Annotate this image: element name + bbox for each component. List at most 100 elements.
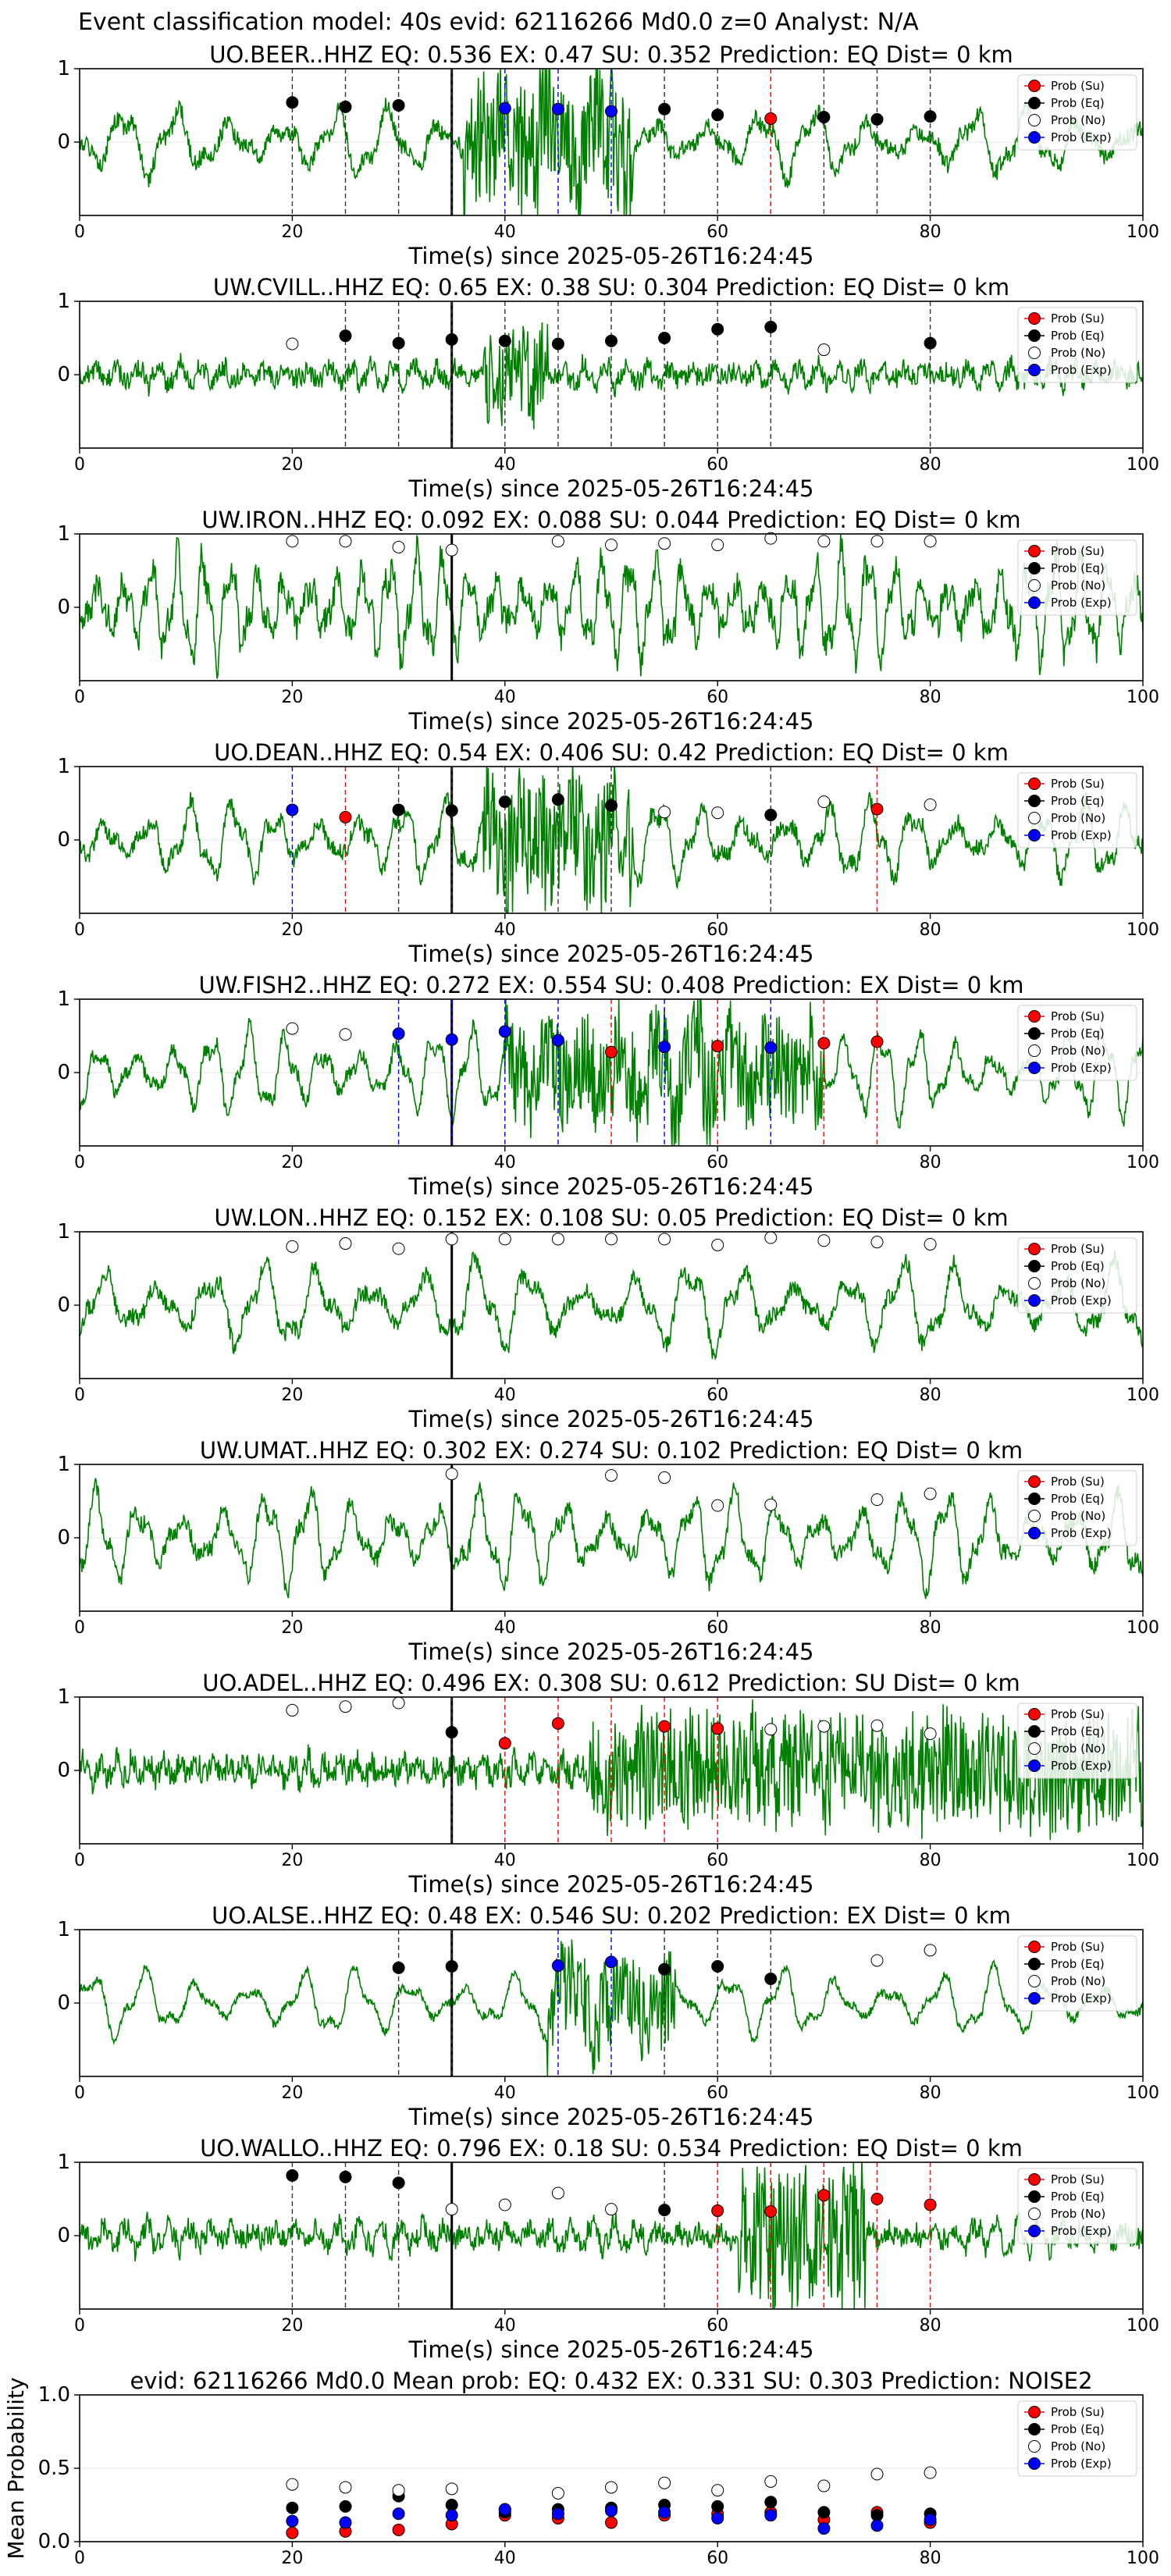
legend-label-exp: Prob (Exp) xyxy=(1051,1293,1112,1308)
x-tick-label: 60 xyxy=(707,2083,728,2103)
prob-marker-no xyxy=(764,1498,778,1511)
x-tick-label: 100 xyxy=(1127,1386,1159,1405)
prob-marker-eq xyxy=(605,799,618,812)
waveform-trace xyxy=(80,767,1143,913)
legend-marker-eq xyxy=(1028,1958,1041,1970)
prob-marker-no xyxy=(605,539,618,552)
prob-marker-no xyxy=(445,543,458,557)
legend-label-su: Prob (Su) xyxy=(1051,777,1105,791)
y-tick-label: 1 xyxy=(57,2151,70,2174)
x-tick-label: 20 xyxy=(281,2549,303,2568)
legend-label-exp: Prob (Exp) xyxy=(1051,596,1112,610)
legend-marker-exp xyxy=(1028,364,1041,376)
x-tick-label: 20 xyxy=(281,1851,303,1870)
x-tick-label: 0 xyxy=(74,1618,85,1638)
prob-marker-no xyxy=(551,2186,564,2200)
legend-marker-su xyxy=(1028,2406,1041,2418)
legend-label-su: Prob (Su) xyxy=(1051,1940,1105,1954)
x-tick-label: 80 xyxy=(920,920,941,940)
prob-marker-no xyxy=(817,343,831,357)
x-tick-label: 100 xyxy=(1127,1618,1159,1638)
x-tick-label: 80 xyxy=(920,2083,941,2103)
legend-label-eq: Prob (Eq) xyxy=(1051,1492,1105,1506)
y-tick-label: 1 xyxy=(57,522,70,546)
x-tick-label: 100 xyxy=(1127,920,1159,940)
prob-marker-su xyxy=(658,1720,671,1733)
prob-marker-su xyxy=(817,2189,831,2202)
prob-marker-no xyxy=(924,1487,937,1500)
prob-marker-no xyxy=(339,535,352,548)
x-axis-label: Time(s) since 2025-05-26T16:24:45 xyxy=(408,1406,814,1432)
mean-marker-exp xyxy=(445,2509,458,2522)
legend-label-exp: Prob (Exp) xyxy=(1051,2457,1112,2471)
x-tick-label: 40 xyxy=(494,222,516,242)
legend-box xyxy=(1017,74,1137,151)
prob-marker-eq xyxy=(498,334,511,347)
legend-label-eq: Prob (Eq) xyxy=(1051,329,1105,343)
prob-marker-exp xyxy=(392,1027,405,1041)
legend-label-eq: Prob (Eq) xyxy=(1051,96,1105,110)
legend-marker-eq xyxy=(1028,562,1041,575)
prob-marker-su xyxy=(764,2204,778,2218)
panel-10: UO.WALLO..HHZ EQ: 0.796 EX: 0.18 SU: 0.5… xyxy=(57,2135,1159,2363)
mean-marker-eq xyxy=(286,2501,299,2514)
x-tick-label: 20 xyxy=(281,688,303,707)
legend-marker-exp xyxy=(1028,1759,1041,1772)
y-tick-label: 0.0 xyxy=(38,2530,70,2553)
legend-marker-no xyxy=(1028,114,1041,126)
legend-marker-eq xyxy=(1028,1260,1041,1272)
prob-marker-eq xyxy=(551,793,564,806)
legend-marker-su xyxy=(1028,80,1041,92)
y-tick-label: 0 xyxy=(57,828,70,852)
legend-marker-no xyxy=(1028,2440,1041,2453)
x-tick-label: 60 xyxy=(707,2316,728,2336)
mean-marker-no xyxy=(711,2484,724,2497)
legend-marker-no xyxy=(1028,1975,1041,1987)
legend-marker-no xyxy=(1028,1742,1041,1755)
panel-1: UO.BEER..HHZ EQ: 0.536 EX: 0.47 SU: 0.35… xyxy=(57,41,1159,269)
panel-6: UW.LON..HHZ EQ: 0.152 EX: 0.108 SU: 0.05… xyxy=(57,1204,1159,1432)
x-tick-label: 40 xyxy=(494,1618,516,1638)
legend-label-no: Prob (No) xyxy=(1051,113,1105,127)
prob-marker-eq xyxy=(711,1960,724,1973)
mean-marker-no xyxy=(286,2478,299,2491)
legend-marker-no xyxy=(1028,579,1041,592)
prob-marker-su xyxy=(498,1737,511,1750)
y-tick-label: 1 xyxy=(57,1685,70,1709)
mean-marker-no xyxy=(764,2475,778,2488)
x-tick-label: 0 xyxy=(74,2083,85,2103)
x-tick-label: 80 xyxy=(920,2549,941,2568)
prob-marker-eq xyxy=(286,2169,299,2182)
y-tick-label: 1 xyxy=(57,290,70,313)
mean-marker-exp xyxy=(870,2519,884,2532)
mean-marker-no xyxy=(392,2484,405,2497)
y-axis-label: Mean Probability xyxy=(3,2377,29,2559)
prob-marker-no xyxy=(711,1499,724,1512)
prob-marker-no xyxy=(445,2203,458,2216)
prob-marker-eq xyxy=(392,803,405,817)
legend-label-no: Prob (No) xyxy=(1051,1044,1105,1058)
prob-marker-eq xyxy=(924,110,937,123)
prob-marker-exp xyxy=(498,1025,511,1038)
x-axis-label: Time(s) since 2025-05-26T16:24:45 xyxy=(408,1638,814,1665)
waveform-trace xyxy=(80,534,1143,679)
y-tick-label: 1 xyxy=(57,1220,70,1244)
x-tick-label: 40 xyxy=(494,1851,516,1870)
prob-marker-eq xyxy=(658,1962,671,1976)
y-tick-label: 0 xyxy=(57,1991,70,2015)
prob-marker-no xyxy=(711,1238,724,1251)
prob-marker-eq xyxy=(764,1972,778,1985)
prob-marker-no xyxy=(870,1954,884,1967)
legend-marker-exp xyxy=(1028,2225,1041,2237)
prob-marker-no xyxy=(551,535,564,548)
legend-label-eq: Prob (Eq) xyxy=(1051,1724,1105,1738)
legend-label-exp: Prob (Exp) xyxy=(1051,1526,1112,1540)
legend-label-no: Prob (No) xyxy=(1051,1742,1105,1756)
legend-box xyxy=(1017,2168,1137,2244)
prob-marker-eq xyxy=(924,336,937,350)
legend-marker-eq xyxy=(1028,2190,1041,2203)
y-tick-label: 0 xyxy=(57,1293,70,1317)
legend-label-su: Prob (Su) xyxy=(1051,2405,1105,2419)
prob-marker-eq xyxy=(551,337,564,350)
x-tick-label: 40 xyxy=(494,455,516,475)
